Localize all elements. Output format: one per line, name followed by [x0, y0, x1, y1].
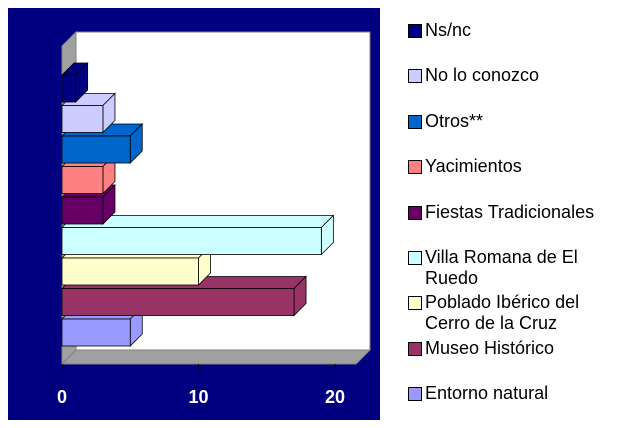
- legend-label: Entorno natural: [425, 383, 549, 403]
- legend-label: Otros**: [425, 110, 484, 131]
- legend-label: Yacimientos: [425, 156, 522, 177]
- legend-label: Ns/nc: [425, 20, 472, 40]
- legend-entry: Fiestas Tradicionales: [408, 202, 598, 223]
- legend-label: Poblado Ibérico del Cerro de la Cruz: [425, 292, 580, 334]
- legend-swatch: [408, 250, 422, 265]
- legend-entry: Villa Romana de El Ruedo: [408, 247, 598, 289]
- legend-swatch: [408, 69, 422, 84]
- x-tick-label: 0: [57, 387, 67, 407]
- legend-swatch: [408, 296, 422, 311]
- bar: [61, 74, 77, 103]
- legend-entry: No lo conozco: [408, 65, 598, 86]
- legend-entry: Poblado Ibérico del Cerro de la Cruz: [408, 292, 598, 334]
- bar: [61, 105, 104, 133]
- legend-entry: Yacimientos: [408, 156, 598, 177]
- legend-entry: Otros**: [408, 111, 598, 132]
- floor: [60, 349, 372, 365]
- x-tick-label: 10: [188, 387, 208, 407]
- bar: [61, 257, 199, 286]
- legend-swatch: [408, 387, 422, 401]
- bar: [61, 196, 104, 225]
- legend-entry: Entorno natural: [408, 383, 598, 404]
- legend-label: No lo conozco: [425, 65, 540, 86]
- legend-swatch: [408, 24, 422, 38]
- legend-entry: Museo Histórico: [408, 338, 598, 359]
- legend-swatch: [408, 341, 422, 356]
- bar: [61, 135, 131, 164]
- bar: [61, 227, 322, 255]
- legend-swatch: [408, 160, 422, 175]
- legend-label: Fiestas Tradicionales: [425, 201, 595, 222]
- bar: [61, 288, 295, 316]
- x-tick-label: 20: [325, 387, 345, 407]
- legend-label: Villa Romana de El Ruedo: [425, 246, 578, 288]
- legend-entry: Ns/nc: [408, 20, 598, 41]
- legend-swatch: [408, 114, 422, 129]
- legend-label: Museo Histórico: [425, 337, 555, 358]
- bar: [61, 318, 131, 347]
- legend-swatch: [408, 205, 422, 220]
- bar: [61, 166, 104, 194]
